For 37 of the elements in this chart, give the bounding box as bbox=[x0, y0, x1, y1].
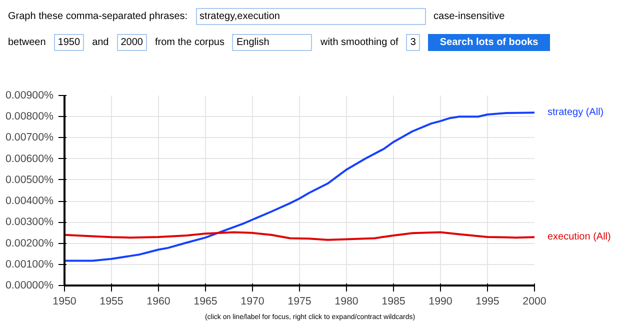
text: with smoothing of bbox=[320, 37, 398, 48]
text: Graph these comma-separated phrases: bbox=[8, 11, 188, 22]
x-tick-label: 1965 bbox=[194, 296, 218, 308]
text: English bbox=[232, 34, 312, 52]
x-tick-label: 1980 bbox=[334, 296, 358, 308]
y-tick-label: 0.00200% bbox=[6, 237, 54, 250]
text: 3 bbox=[406, 34, 420, 52]
x-tick-label: 1955 bbox=[100, 296, 124, 308]
y-tick-label: 0.00300% bbox=[6, 216, 54, 228]
line-series bbox=[64, 231, 534, 241]
y-tick-label: 0.00000% bbox=[6, 280, 54, 292]
text: from the corpus bbox=[155, 37, 224, 48]
y-tick-label: 0.00400% bbox=[6, 195, 54, 208]
x-tick-label: 1970 bbox=[240, 296, 264, 308]
text: and bbox=[92, 37, 109, 48]
x-tick-label: 2000 bbox=[522, 296, 546, 308]
line-series bbox=[64, 112, 534, 262]
y-tick-label: 0.00900% bbox=[6, 90, 54, 102]
text: 2000 bbox=[116, 34, 147, 52]
series-label: execution (All) bbox=[548, 232, 611, 243]
text: case-insensitive bbox=[434, 11, 505, 22]
y-tick-label: 0.00500% bbox=[6, 174, 54, 186]
x-tick-label: 1950 bbox=[52, 296, 76, 308]
x-tick-label: 1990 bbox=[428, 296, 452, 308]
x-tick-label: 1960 bbox=[146, 296, 170, 308]
text: Search lots of books bbox=[428, 34, 550, 52]
text: between bbox=[8, 37, 46, 48]
series-label: strategy (All) bbox=[548, 107, 604, 118]
x-tick-label: 1975 bbox=[288, 296, 312, 308]
y-tick-label: 0.00700% bbox=[6, 132, 54, 144]
y-tick-label: 0.00600% bbox=[6, 152, 54, 165]
x-tick-label: 1985 bbox=[382, 296, 406, 308]
x-tick-label: 1995 bbox=[476, 296, 500, 308]
text: 1950 bbox=[54, 34, 84, 52]
y-tick-label: 0.00800% bbox=[6, 110, 54, 123]
y-tick-label: 0.00100% bbox=[6, 258, 54, 270]
text: strategy,execution bbox=[196, 8, 426, 26]
